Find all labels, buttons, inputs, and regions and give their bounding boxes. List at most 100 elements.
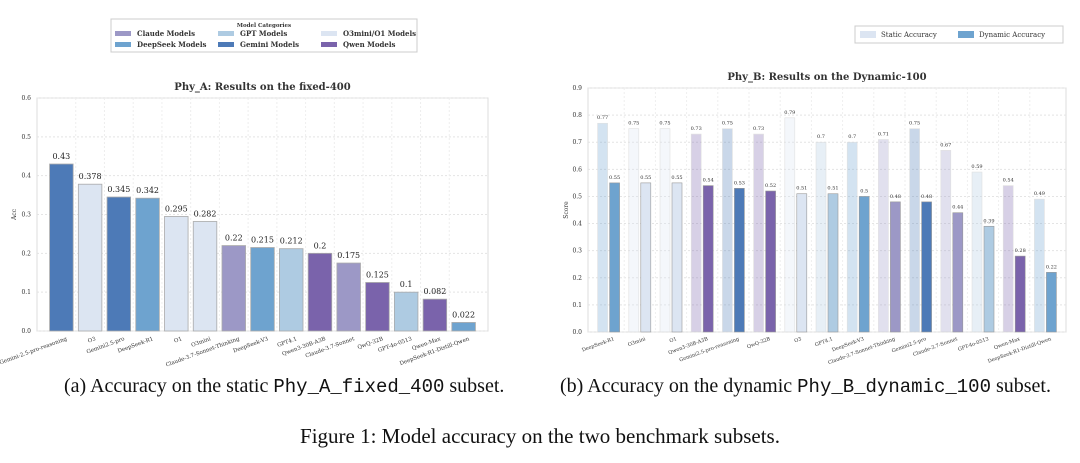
data-label: 0.345 [107,185,130,194]
caption-b: (b) Accuracy on the dynamic Phy_B_dynami… [560,375,1051,398]
data-label-dynamic: 0.48 [890,194,901,200]
data-label-dynamic: 0.53 [734,180,745,186]
data-label: 0.022 [452,310,475,319]
data-label: 0.125 [366,270,389,279]
y-tick-label: 0.6 [572,166,582,173]
data-label-static: 0.59 [971,164,982,170]
bar-static [815,141,827,333]
chart-title: Phy_B: Results on the Dynamic-100 [727,72,926,83]
data-label: 0.1 [400,280,413,289]
bar [49,163,74,332]
legend-label: Qwen Models [343,40,396,49]
legend-label: Static Accuracy [881,31,937,39]
data-label: 0.295 [165,204,188,213]
bar-static [971,171,983,333]
data-label-dynamic: 0.22 [1046,264,1057,270]
legend-swatch-static [860,31,876,38]
bar [77,183,103,332]
bar-dynamic [609,182,620,333]
x-tick-label: O1 [173,336,183,344]
y-axis-label: Score [563,201,570,219]
x-tick-label: O3mini [627,336,647,348]
legend-title: Model Categories [237,23,291,29]
x-tick-label: Claude-3.7-Sonnet [305,336,356,360]
bar-dynamic [702,185,714,333]
bar [192,221,218,332]
data-label-dynamic: 0.55 [609,175,620,181]
data-label-dynamic: 0.44 [952,205,963,211]
data-label-dynamic: 0.39 [983,218,994,224]
bar-dynamic [765,190,776,333]
bar [451,322,476,332]
bar-dynamic [640,182,652,333]
data-label-static: 0.71 [878,132,889,138]
y-tick-label: 0.1 [572,302,582,309]
x-tick-label: O1 [669,336,678,344]
bar-static [597,122,608,333]
bar [164,216,189,332]
data-label-static: 0.7 [848,134,856,140]
data-label-static: 0.73 [753,126,764,132]
data-label-static: 0.7 [817,134,825,140]
data-label: 0.215 [251,236,274,245]
x-tick-label: Gemini2.5-pro-reasoning [679,336,741,364]
caption-b-code: Phy_B_dynamic_100 [797,376,991,398]
data-label-static: 0.75 [909,121,920,127]
legend-label: GPT Models [240,29,287,38]
bar-dynamic [952,212,964,333]
legend-swatch [115,31,131,36]
legend-swatch-dynamic [958,31,974,38]
bar-dynamic [734,188,745,333]
x-tick-label: GPT-4o-0513 [957,336,989,353]
legend-swatch [321,31,337,36]
bar-dynamic [827,193,839,333]
bar [422,298,448,332]
y-tick-label: 0.6 [21,95,31,102]
caption-b-pre: (b) Accuracy on the dynamic [560,375,798,397]
bar-static [909,128,920,333]
x-tick-label: GPT4.1 [814,336,834,348]
y-tick-label: 0.2 [21,250,31,257]
legend-swatch [321,42,337,47]
bar-static [722,128,733,333]
figure-charts: 0.0 0.1 0.2 0.3 0.4 0.5 0.6 Phy_A: Results on t… [0,18,1067,369]
data-label-dynamic: 0.28 [1015,248,1026,254]
bar-dynamic [858,196,870,333]
chart-title: Phy_A: Results on the fixed-400 [174,82,350,93]
y-tick-label: 0.3 [21,212,31,219]
x-tick-label: Gemini-2.5-pro-reasoning [0,336,68,366]
bar [221,245,246,332]
data-label-static: 0.67 [940,142,951,148]
data-label-static: 0.79 [784,110,795,116]
y-tick-label: 0.2 [572,275,582,282]
caption-a-code: Phy_A_fixed_400 [273,376,445,398]
figure-caption: Figure 1: Model accuracy on the two benc… [300,424,780,448]
y-tick-label: 0.4 [572,221,582,228]
bar [106,196,132,332]
data-label-static: 0.75 [628,121,639,127]
bar [307,252,333,332]
y-tick-label: 0.5 [572,193,582,200]
data-label: 0.2 [314,241,327,250]
data-label-dynamic: 0.5 [860,188,868,194]
caption-a-post: subset. [444,375,505,397]
bar-dynamic [1014,255,1026,333]
bar [393,291,419,332]
y-tick-label: 0.9 [572,85,582,92]
x-tick-label: O3 [87,336,97,345]
legend-label: O3mini/O1 Models [343,29,416,38]
legend-label: Gemini Models [240,40,299,49]
y-tick-label: 0.3 [572,248,582,255]
data-label-dynamic: 0.52 [765,183,776,189]
bar-dynamic [671,182,683,333]
y-tick-label: 0.5 [21,134,31,141]
bar-static [753,133,764,333]
data-label-static: 0.77 [597,115,608,121]
bar-dynamic [983,225,995,333]
bar [279,248,304,332]
data-label-static: 0.73 [691,126,702,132]
legend-swatch [218,31,234,36]
bar-static [1034,198,1045,333]
y-tick-label: 0.1 [21,289,31,296]
